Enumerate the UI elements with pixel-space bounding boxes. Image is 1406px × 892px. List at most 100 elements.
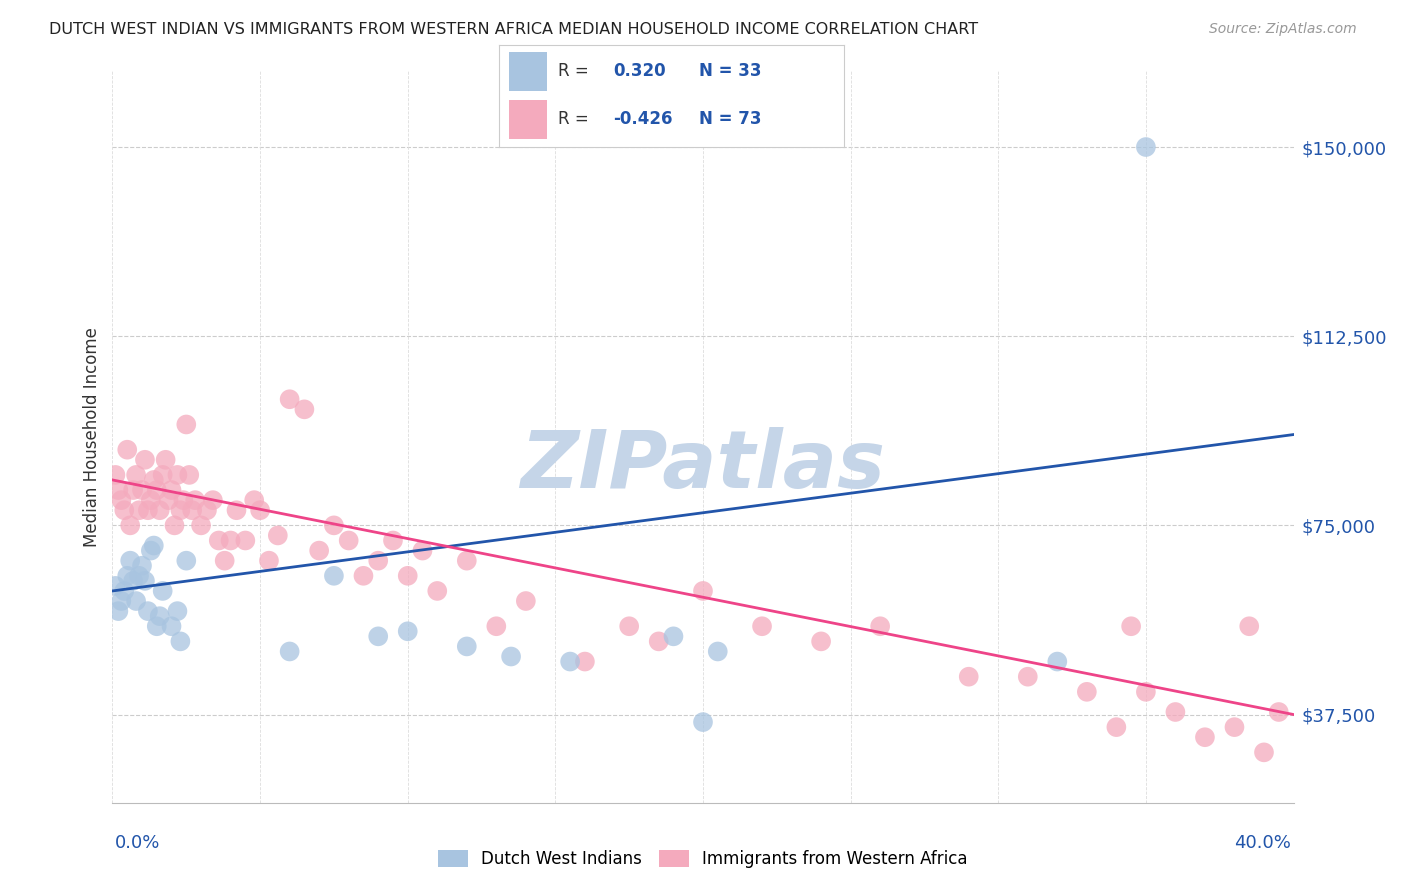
- Point: [112, 583, 135, 598]
- Point: [751, 619, 773, 633]
- Point: [1017, 670, 1039, 684]
- Point: [163, 518, 186, 533]
- Point: [131, 483, 153, 497]
- Point: [1253, 745, 1275, 759]
- Point: [208, 533, 231, 548]
- Point: [692, 583, 714, 598]
- Point: [104, 579, 127, 593]
- Point: [267, 528, 290, 542]
- Point: [1135, 140, 1157, 154]
- Text: DUTCH WEST INDIAN VS IMMIGRANTS FROM WESTERN AFRICA MEDIAN HOUSEHOLD INCOME CORR: DUTCH WEST INDIAN VS IMMIGRANTS FROM WES…: [49, 22, 979, 37]
- Point: [139, 543, 162, 558]
- Point: [558, 655, 582, 669]
- Point: [136, 503, 159, 517]
- Point: [411, 543, 433, 558]
- Point: [352, 569, 374, 583]
- Point: [225, 503, 247, 517]
- Point: [485, 619, 508, 633]
- Point: [104, 467, 127, 482]
- Point: [142, 473, 165, 487]
- Point: [190, 518, 212, 533]
- Point: [323, 518, 346, 533]
- Point: [128, 569, 150, 583]
- Point: [515, 594, 537, 608]
- Point: [112, 503, 135, 517]
- Point: [1268, 705, 1291, 719]
- Text: 0.320: 0.320: [613, 62, 665, 80]
- Point: [134, 452, 156, 467]
- Point: [184, 493, 207, 508]
- Point: [1223, 720, 1246, 734]
- Point: [152, 583, 174, 598]
- Point: [1076, 685, 1098, 699]
- Point: [181, 503, 204, 517]
- Point: [174, 417, 197, 432]
- Point: [337, 533, 360, 548]
- Point: [122, 574, 145, 588]
- Point: [146, 483, 169, 497]
- Y-axis label: Median Household Income: Median Household Income: [83, 327, 101, 547]
- Point: [243, 493, 266, 508]
- Point: [957, 670, 980, 684]
- Point: [134, 574, 156, 588]
- Point: [107, 483, 129, 497]
- Point: [110, 493, 132, 508]
- Point: [662, 629, 685, 643]
- Point: [152, 467, 174, 482]
- Point: [426, 583, 449, 598]
- Point: [1105, 720, 1128, 734]
- Point: [169, 503, 191, 517]
- Point: [810, 634, 832, 648]
- Point: [249, 503, 271, 517]
- Point: [869, 619, 891, 633]
- Point: [574, 655, 596, 669]
- Point: [120, 554, 142, 568]
- Point: [219, 533, 242, 548]
- Point: [146, 619, 169, 633]
- Point: [382, 533, 405, 548]
- Point: [323, 569, 346, 583]
- Point: [257, 554, 280, 568]
- Point: [1135, 685, 1157, 699]
- Text: R =: R =: [558, 111, 593, 128]
- Point: [456, 640, 478, 654]
- Point: [1194, 730, 1216, 744]
- Point: [396, 624, 419, 639]
- Point: [179, 467, 201, 482]
- Point: [1119, 619, 1142, 633]
- Point: [619, 619, 641, 633]
- Point: [128, 503, 150, 517]
- Point: [367, 629, 389, 643]
- Point: [214, 554, 236, 568]
- Text: Source: ZipAtlas.com: Source: ZipAtlas.com: [1209, 22, 1357, 37]
- Text: R =: R =: [558, 62, 599, 80]
- Text: 0.0%: 0.0%: [115, 834, 160, 852]
- Point: [647, 634, 671, 648]
- Point: [160, 619, 183, 633]
- Point: [292, 402, 315, 417]
- Text: ZIPatlas: ZIPatlas: [520, 427, 886, 506]
- Point: [120, 518, 142, 533]
- Point: [117, 569, 138, 583]
- Point: [131, 558, 153, 573]
- Bar: [509, 100, 547, 139]
- Point: [149, 503, 172, 517]
- Point: [136, 604, 159, 618]
- Point: [174, 554, 197, 568]
- Point: [157, 493, 180, 508]
- Point: [706, 644, 728, 658]
- Point: [107, 604, 129, 618]
- Point: [201, 493, 224, 508]
- Text: N = 33: N = 33: [699, 62, 762, 80]
- Point: [125, 594, 148, 608]
- Point: [110, 594, 132, 608]
- Text: -0.426: -0.426: [613, 111, 672, 128]
- Point: [367, 554, 389, 568]
- Point: [166, 467, 188, 482]
- Point: [396, 569, 419, 583]
- Point: [160, 483, 183, 497]
- Point: [1164, 705, 1187, 719]
- Point: [456, 554, 478, 568]
- Point: [139, 493, 162, 508]
- Point: [308, 543, 330, 558]
